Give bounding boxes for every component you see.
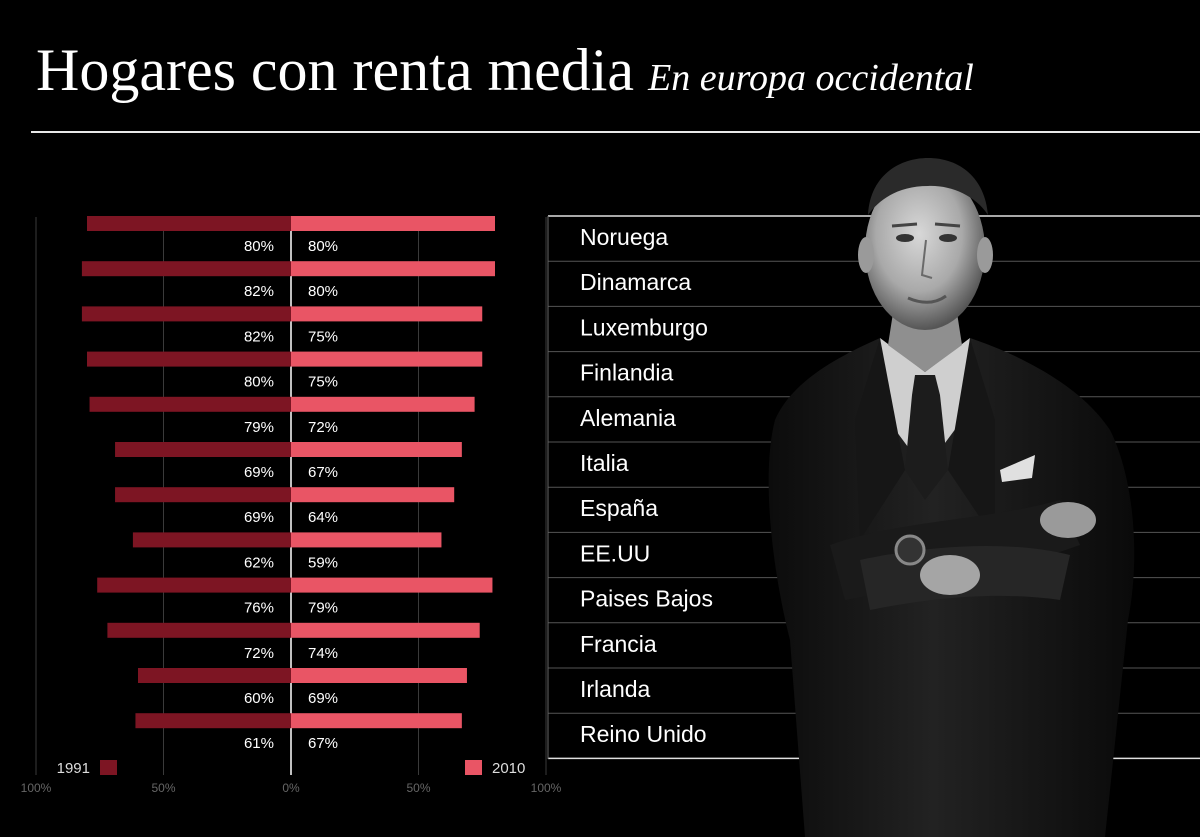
country-label: Noruega xyxy=(580,224,668,250)
bar-2010 xyxy=(291,487,455,503)
bar-2010 xyxy=(291,713,462,729)
value-label-1991: 60% xyxy=(244,690,274,707)
chart-title-block: Hogares con renta media En europa occide… xyxy=(36,36,974,105)
value-label-1991: 61% xyxy=(244,735,274,752)
x-tick-label: 50% xyxy=(151,781,175,795)
value-label-2010: 59% xyxy=(308,554,338,571)
value-labels: 80% 80% 82% 80% 82% 75% 80% 75% 79% 72% 69% 67% 69% 6… xyxy=(244,238,338,752)
legend-swatch-2010 xyxy=(465,760,482,775)
value-label-1991: 69% xyxy=(244,509,274,526)
bar-2010 xyxy=(291,622,480,638)
value-label-2010: 80% xyxy=(308,238,338,255)
value-label-1991: 82% xyxy=(244,283,274,300)
value-label-1991: 62% xyxy=(244,554,274,571)
x-axis-tick-labels: 100% 50% 0% 50% 100% xyxy=(21,781,562,795)
x-tick-label: 100% xyxy=(531,781,562,795)
x-tick-label: 100% xyxy=(21,781,52,795)
legend: 1991 2010 xyxy=(57,760,525,777)
value-label-1991: 80% xyxy=(244,238,274,255)
bar-2010 xyxy=(291,351,483,367)
country-label: Finlandia xyxy=(580,360,674,386)
bar-2010 xyxy=(291,396,475,412)
bar-1991 xyxy=(97,577,291,593)
man-in-suit-photo xyxy=(768,158,1135,837)
value-label-2010: 67% xyxy=(308,464,338,481)
value-label-2010: 75% xyxy=(308,374,338,391)
country-label: Reino Unido xyxy=(580,721,707,747)
bar-1991 xyxy=(115,487,291,503)
bar-1991 xyxy=(115,442,291,457)
country-label: España xyxy=(580,495,658,521)
value-label-1991: 69% xyxy=(244,464,274,481)
bar-1991 xyxy=(89,396,291,412)
country-label: Paises Bajos xyxy=(580,586,713,612)
bar-2010 xyxy=(291,216,495,231)
value-label-2010: 67% xyxy=(308,735,338,752)
series-2010-bars xyxy=(291,216,495,729)
country-label: Irlanda xyxy=(580,676,651,702)
x-tick-label: 50% xyxy=(406,781,430,795)
value-label-2010: 69% xyxy=(308,690,338,707)
bar-1991 xyxy=(87,216,291,231)
value-label-1991: 82% xyxy=(244,328,274,345)
value-label-2010: 80% xyxy=(308,283,338,300)
bar-2010 xyxy=(291,577,493,593)
bar-2010 xyxy=(291,261,495,277)
country-label: Alemania xyxy=(580,405,676,431)
bar-1991 xyxy=(81,261,292,277)
country-labels: Noruega Dinamarca Luxemburgo Finlandia Alema… xyxy=(580,224,713,747)
legend-label-2010: 2010 xyxy=(492,760,525,777)
chart-title: Hogares con renta media xyxy=(36,37,635,103)
bar-1991 xyxy=(132,532,291,548)
bar-1991 xyxy=(87,351,291,367)
bar-2010 xyxy=(291,306,483,322)
value-label-2010: 74% xyxy=(308,645,338,662)
series-1991-bars xyxy=(81,216,292,729)
bar-1991 xyxy=(81,306,292,322)
chart-subtitle: En europa occidental xyxy=(648,57,974,99)
x-tick-label: 0% xyxy=(282,781,300,795)
bar-2010 xyxy=(291,442,462,457)
value-label-2010: 72% xyxy=(308,419,338,436)
value-label-1991: 80% xyxy=(244,374,274,391)
bar-2010 xyxy=(291,532,442,548)
country-label: Dinamarca xyxy=(580,269,691,295)
bar-1991 xyxy=(135,713,291,729)
country-label: Italia xyxy=(580,450,629,476)
bar-1991 xyxy=(107,622,292,638)
value-label-2010: 75% xyxy=(308,328,338,345)
value-label-2010: 64% xyxy=(308,509,338,526)
country-label: EE.UU xyxy=(580,540,650,566)
value-label-1991: 76% xyxy=(244,600,274,617)
legend-swatch-1991 xyxy=(100,760,117,775)
value-label-2010: 79% xyxy=(308,600,338,617)
country-label: Luxemburgo xyxy=(580,314,708,340)
bar-2010 xyxy=(291,668,467,683)
value-label-1991: 79% xyxy=(244,419,274,436)
legend-label-1991: 1991 xyxy=(57,760,90,777)
country-label: Francia xyxy=(580,631,657,657)
value-label-1991: 72% xyxy=(244,645,274,662)
title-divider xyxy=(31,131,1200,133)
bar-1991 xyxy=(138,668,291,683)
